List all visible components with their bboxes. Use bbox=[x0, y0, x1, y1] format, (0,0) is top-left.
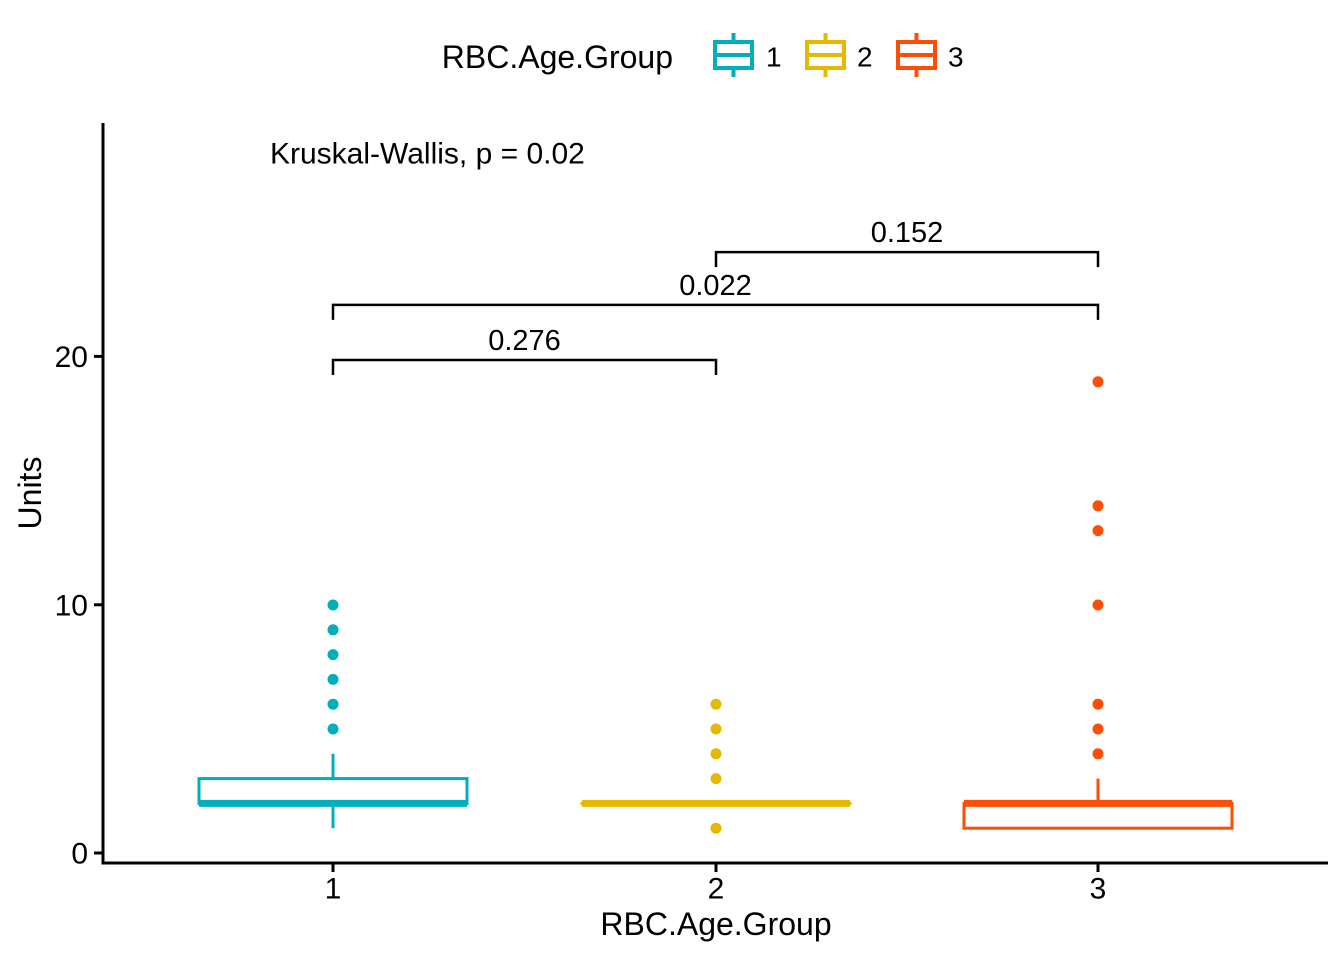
y-axis-title: Units bbox=[12, 457, 48, 530]
significance-bracket bbox=[331, 358, 718, 375]
legend: RBC.Age.Group 1 2 3 bbox=[442, 33, 964, 77]
outlier-point bbox=[1092, 698, 1104, 710]
outlier-point bbox=[327, 698, 339, 710]
p-value-label: 0.152 bbox=[871, 217, 944, 249]
legend-key-group-2 bbox=[805, 33, 846, 77]
y-tick-label-0: 0 bbox=[71, 838, 88, 871]
box-group-3 bbox=[962, 376, 1234, 830]
legend-key-group-3 bbox=[896, 33, 937, 77]
outlier-point bbox=[327, 599, 339, 611]
box-rect bbox=[962, 801, 1234, 830]
outlier-point bbox=[1092, 723, 1104, 735]
outlier-point bbox=[1092, 599, 1104, 611]
outlier-point bbox=[710, 698, 722, 710]
outlier-point bbox=[710, 773, 722, 785]
significance-bracket bbox=[331, 303, 1100, 320]
outlier-point bbox=[327, 723, 339, 735]
outlier-point bbox=[327, 649, 339, 661]
legend-key-group-1 bbox=[713, 33, 754, 77]
p-value-label: 0.022 bbox=[679, 270, 752, 302]
p-value-label: 0.276 bbox=[488, 325, 561, 357]
x-tick-label-1: 1 bbox=[325, 873, 342, 906]
outlier-point bbox=[1092, 525, 1104, 537]
y-tick-label-20: 20 bbox=[55, 341, 88, 374]
legend-label-2: 2 bbox=[857, 42, 873, 73]
outlier-point bbox=[710, 723, 722, 735]
box-rect bbox=[197, 777, 469, 805]
legend-title: RBC.Age.Group bbox=[442, 39, 673, 75]
outlier-point bbox=[1092, 500, 1104, 512]
outlier-point bbox=[1092, 376, 1104, 388]
box-group-1 bbox=[197, 599, 469, 829]
y-tick-label-10: 10 bbox=[55, 589, 88, 622]
legend-label-3: 3 bbox=[948, 42, 964, 73]
outlier-point bbox=[710, 748, 722, 760]
outlier-point bbox=[327, 624, 339, 636]
x-axis-title: RBC.Age.Group bbox=[600, 906, 831, 942]
legend-label-1: 1 bbox=[766, 42, 782, 73]
x-axis: 1 2 3 RBC.Age.Group bbox=[101, 861, 1328, 942]
x-tick-label-3: 3 bbox=[1090, 873, 1107, 906]
outlier-point bbox=[1092, 748, 1104, 760]
significance-bracket bbox=[714, 250, 1100, 268]
outlier-point bbox=[327, 673, 339, 685]
box-group-2 bbox=[580, 698, 852, 834]
kruskal-wallis-annotation: Kruskal-Wallis, p = 0.02 bbox=[270, 138, 585, 171]
x-tick-label-2: 2 bbox=[708, 873, 725, 906]
y-axis: 0 10 20 Units bbox=[12, 123, 105, 871]
outlier-point bbox=[710, 822, 722, 834]
series-layer bbox=[197, 376, 1234, 834]
comparisons-layer: 0.276 0.022 0.152 bbox=[331, 217, 1100, 375]
